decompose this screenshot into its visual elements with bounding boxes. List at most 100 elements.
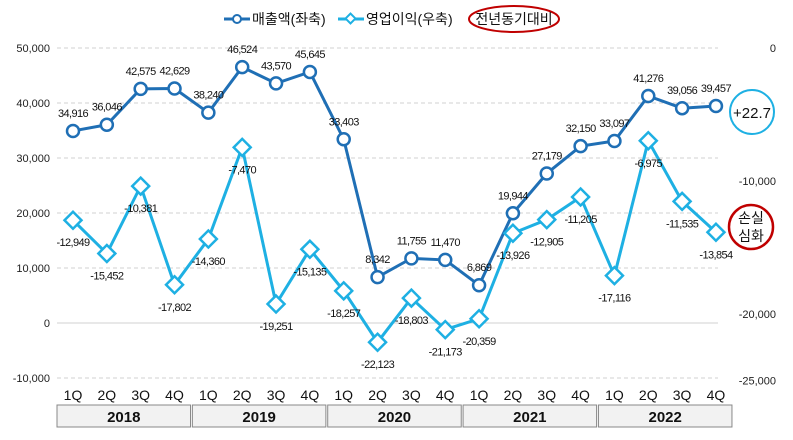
revenue-label: 38,240 — [193, 90, 224, 102]
year-label: 2022 — [649, 409, 682, 426]
x-tick-label: 4Q — [301, 387, 320, 403]
revenue-point — [234, 59, 250, 75]
profit-label: -21,173 — [429, 347, 463, 359]
x-tick-label: 3Q — [673, 387, 692, 403]
profit-point — [265, 293, 287, 315]
year-box — [56, 404, 192, 428]
x-tick-label: 2Q — [368, 387, 387, 403]
revenue-point — [65, 123, 81, 139]
profit-label: -15,135 — [293, 266, 327, 278]
revenue-label: 11,470 — [431, 237, 461, 249]
x-tick-label: 4Q — [707, 387, 726, 403]
profit-label: -10,381 — [124, 203, 158, 215]
x-tick-label: 1Q — [470, 387, 489, 403]
profit-label: -15,452 — [90, 271, 124, 283]
revenue-point — [268, 76, 284, 91]
profit-label: -7,470 — [228, 164, 256, 176]
revenue-label: 33,097 — [599, 118, 630, 130]
profit-point — [62, 209, 84, 231]
profit-label: -12,949 — [56, 237, 90, 249]
profit-point — [198, 228, 219, 250]
profit-label: -20,359 — [463, 336, 497, 348]
profit-point — [231, 137, 253, 158]
x-tick-label: 2Q — [97, 387, 116, 403]
left-axis-tick: 0 — [44, 318, 50, 330]
revenue-point — [573, 138, 588, 154]
revenue-point — [607, 133, 622, 149]
x-tick-label: 1Q — [64, 387, 83, 403]
year-label: 2019 — [242, 409, 275, 426]
x-tick-label: 4Q — [571, 387, 590, 403]
revenue-point — [133, 81, 148, 97]
revenue-point — [708, 98, 724, 114]
profit-point — [434, 319, 456, 340]
revenue-point — [302, 64, 318, 80]
revenue-label: 11,755 — [397, 235, 427, 247]
revenue-label: 41,276 — [633, 73, 664, 85]
x-tick-label: 3Q — [267, 387, 286, 403]
left-axis-tick: 30,000 — [16, 153, 50, 165]
loss-annotation-text: 손실 — [738, 210, 764, 226]
year-box — [191, 404, 327, 428]
left-axis-tick: 40,000 — [16, 98, 50, 110]
profit-label: -14,360 — [192, 256, 226, 268]
growth-annotation-text: +22.7 — [733, 105, 771, 122]
right-axis-tick: -10,000 — [739, 176, 776, 188]
revenue-label: 33,403 — [329, 116, 360, 128]
x-tick-label: 1Q — [199, 387, 218, 403]
revenue-label: 43,570 — [261, 60, 292, 72]
x-tick-label: 3Q — [537, 387, 556, 403]
growth-annotation-circle — [729, 89, 775, 135]
right-axis-tick: -25,000 — [739, 376, 776, 388]
x-tick-label: 2Q — [504, 387, 523, 403]
x-tick-label: 1Q — [334, 387, 353, 403]
profit-point — [536, 209, 558, 230]
legend-revenue-label: 매출액(좌축) — [252, 11, 326, 27]
profit-point — [570, 186, 591, 208]
left-axis-tick: -10,000 — [13, 373, 50, 385]
profit-point — [367, 331, 388, 353]
legend-profit-label: 영업이익(우축) — [366, 11, 453, 27]
revenue-point — [167, 81, 182, 96]
x-tick-label: 1Q — [605, 387, 624, 403]
year-box — [597, 404, 733, 428]
profit-point — [96, 243, 118, 264]
profit-point — [299, 239, 321, 260]
legend-revenue-marker — [232, 14, 242, 24]
x-tick-label: 4Q — [165, 387, 184, 403]
profit-label: -18,257 — [327, 308, 361, 320]
profit-label: -13,926 — [496, 250, 530, 262]
revenue-point — [201, 105, 216, 120]
legend-highlight-ellipse — [468, 5, 560, 33]
left-axis-tick: 20,000 — [16, 208, 50, 220]
revenue-label: 19,944 — [498, 190, 529, 202]
revenue-label: 8,342 — [365, 254, 390, 266]
profit-label: -17,116 — [598, 293, 631, 305]
revenue-point — [471, 277, 487, 293]
series-line-1 — [71, 136, 717, 345]
profit-point — [705, 222, 727, 243]
profit-point — [638, 130, 659, 152]
profit-point — [604, 265, 625, 286]
right-axis-tick: -20,000 — [739, 309, 776, 321]
x-tick-label: 3Q — [402, 387, 421, 403]
profit-point — [333, 280, 354, 302]
revenue-point — [641, 88, 656, 104]
profit-label: -6,975 — [634, 158, 662, 170]
profit-label: -19,251 — [259, 321, 293, 333]
loss-annotation-text: 심화 — [738, 228, 764, 244]
revenue-point — [404, 251, 419, 266]
x-tick-label: 2Q — [639, 387, 658, 403]
revenue-label: 32,150 — [566, 123, 597, 135]
revenue-label: 46,524 — [227, 44, 258, 56]
revenue-point — [99, 117, 115, 132]
revenue-point — [370, 269, 385, 285]
revenue-label: 39,457 — [701, 83, 732, 95]
profit-point — [502, 222, 524, 244]
revenue-point — [505, 206, 521, 221]
x-tick-label: 4Q — [436, 387, 455, 403]
profit-point — [671, 191, 693, 212]
revenue-point — [437, 252, 453, 268]
